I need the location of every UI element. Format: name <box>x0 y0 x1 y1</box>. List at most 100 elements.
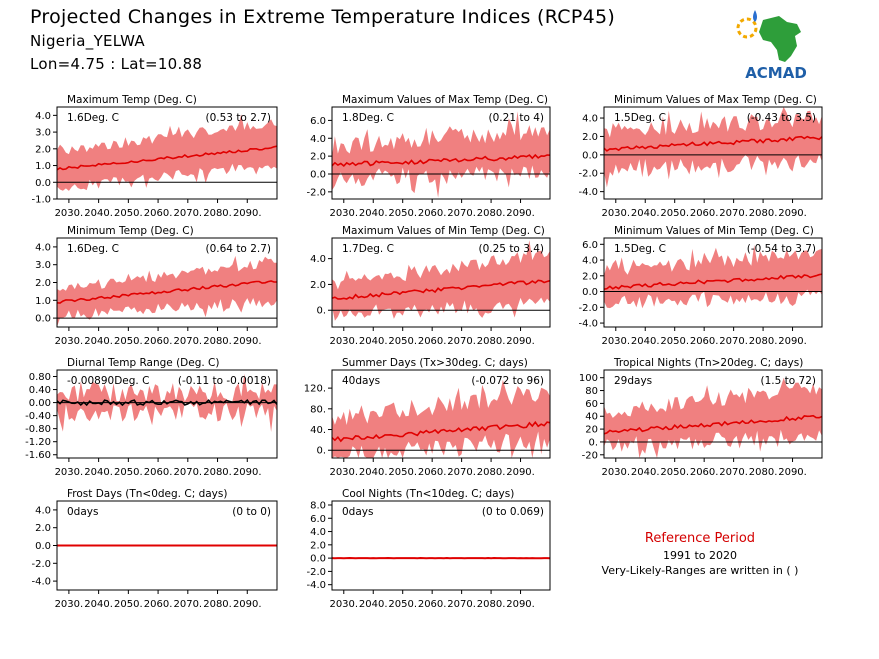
mean-line <box>604 135 822 152</box>
range-label: (0.21 to 4) <box>489 112 544 124</box>
x-tick-label: 2030. <box>329 208 358 219</box>
range-label: (-0.43 to 3.5) <box>747 112 816 124</box>
x-tick-label: 2080. <box>203 336 232 347</box>
plot-frame <box>603 237 823 328</box>
x-tick-label: 2090. <box>506 208 535 219</box>
y-tick-label: -20 <box>582 450 598 461</box>
x-tick-label: 2090. <box>506 336 535 347</box>
x-tick-label: 2060. <box>690 336 719 347</box>
logo-text: ACMAD <box>745 64 807 82</box>
y-tick-label: 4.0 <box>35 242 51 253</box>
value-label: 1.5Deg. C <box>614 243 666 255</box>
reference-note: Very-Likely-Ranges are written in ( ) <box>601 564 799 577</box>
y-tick-label: 60 <box>585 399 598 410</box>
y-tick-label: 2.0 <box>35 523 51 534</box>
x-tick-label: 2030. <box>55 467 84 478</box>
range-band <box>332 240 550 321</box>
value-label: 1.7Deg. C <box>342 243 394 255</box>
x-tick-label: 2030. <box>329 467 358 478</box>
y-tick-label: -2.0 <box>306 187 326 198</box>
x-tick-label: 2070. <box>173 336 202 347</box>
y-tick-label: 4.0 <box>35 111 51 122</box>
range-band <box>332 379 550 458</box>
chart-title: Diurnal Temp Range (Deg. C) <box>67 357 219 369</box>
value-label: 1.5Deg. C <box>614 112 666 124</box>
x-tick-label: 2080. <box>203 599 232 610</box>
y-tick-label: 6.0 <box>310 514 326 525</box>
x-tick-label: 2060. <box>690 467 719 478</box>
y-tick-label: 120. <box>304 384 326 395</box>
y-tick-label: 4.0 <box>582 256 598 267</box>
x-tick-label: 2070. <box>719 336 748 347</box>
y-tick-label: -0.80 <box>25 424 51 435</box>
plot-frame <box>56 369 278 459</box>
chart-title: Maximum Values of Min Temp (Deg. C) <box>342 225 545 237</box>
x-tick-label: 2050. <box>388 336 417 347</box>
x-tick-label: 2060. <box>144 599 173 610</box>
y-tick-label: -2.0 <box>306 567 326 578</box>
value-label: -0.00890Deg. C <box>67 375 149 387</box>
x-tick-label: 2090. <box>778 208 807 219</box>
value-label: 0days <box>342 506 373 518</box>
y-tick-label: 0.00 <box>29 398 51 409</box>
x-tick-label: 2080. <box>203 208 232 219</box>
y-tick-label: 0.0 <box>582 150 598 161</box>
range-label: (0 to 0.069) <box>482 506 544 518</box>
y-tick-label: -2.0 <box>31 559 51 570</box>
y-tick-label: 100 <box>579 373 598 384</box>
chart-title: Maximum Temp (Deg. C) <box>67 94 197 106</box>
mean-line <box>332 279 550 300</box>
x-tick-label: 2040. <box>631 467 660 478</box>
chart-title: Frost Days (Tn<0deg. C; days) <box>67 488 227 500</box>
y-tick-label: 3.0 <box>35 128 51 139</box>
x-tick-label: 2050. <box>660 336 689 347</box>
y-tick-label: 6.0 <box>582 240 598 251</box>
chart-panel: -4.0 -2.0 0.0 2.0 4.0 2030. 2040. 2050. 2060. 207… <box>578 94 823 219</box>
x-tick-label: 2090. <box>233 599 262 610</box>
x-tick-label: 2070. <box>447 208 476 219</box>
y-tick-label: 40. <box>310 425 326 436</box>
y-tick-label: 2.0 <box>35 278 51 289</box>
y-tick-label: 80. <box>310 404 326 415</box>
x-tick-label: 2030. <box>601 336 630 347</box>
y-tick-label: 3.0 <box>35 260 51 271</box>
range-band <box>57 255 277 327</box>
x-tick-label: 2070. <box>447 467 476 478</box>
x-tick-label: 2080. <box>749 336 778 347</box>
y-tick-label: 0.0 <box>310 554 326 565</box>
y-tick-label: 4.0 <box>35 505 51 516</box>
reference-years: 1991 to 2020 <box>662 549 738 562</box>
range-label: (1.5 to 72) <box>761 375 816 387</box>
y-tick-label: 1.0 <box>35 161 51 172</box>
mean-line <box>57 280 277 304</box>
value-label: 0days <box>67 506 98 518</box>
y-tick-label: 2.0 <box>35 144 51 155</box>
y-tick-label: 0.0 <box>35 541 51 552</box>
x-tick-label: 2060. <box>418 467 447 478</box>
y-tick-label: 20 <box>585 425 598 436</box>
x-tick-label: 2040. <box>359 208 388 219</box>
x-tick-label: 2040. <box>84 599 113 610</box>
value-label: 29days <box>614 375 652 387</box>
x-tick-label: 2030. <box>55 599 84 610</box>
x-tick-label: 2040. <box>359 467 388 478</box>
plot-frame <box>331 237 551 328</box>
mean-line <box>332 420 550 443</box>
x-tick-label: 2040. <box>631 208 660 219</box>
y-tick-label: -4.0 <box>578 319 598 330</box>
chart-panel: -1.60 -1.20 -0.80 -0.40 0.00 0.40 0.80 2030. 204… <box>25 357 278 478</box>
mean-line <box>57 145 277 171</box>
location-coords: Lon=4.75 : Lat=10.88 <box>30 55 203 73</box>
y-tick-label: 6.0 <box>310 116 326 127</box>
range-band <box>604 107 822 188</box>
y-tick-label: 0.0 <box>582 287 598 298</box>
x-tick-label: 2050. <box>660 208 689 219</box>
plot-frame <box>331 106 551 200</box>
x-tick-label: 2080. <box>477 467 506 478</box>
chart-panel: 0. 2.0 4.0 2030. 2040. 2050. 2060. 2070. 2080. 20… <box>310 225 551 347</box>
chart-panel: -2.0 0.0 2.0 4.0 6.0 2030. 2040. 2050. 2060. 2070… <box>306 94 551 219</box>
y-tick-label: 2.0 <box>310 152 326 163</box>
sun-icon <box>736 17 758 39</box>
x-tick-label: 2050. <box>660 467 689 478</box>
